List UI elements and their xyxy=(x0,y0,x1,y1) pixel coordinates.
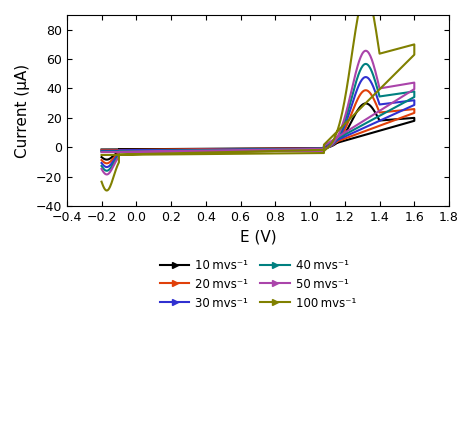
10 mvs⁻¹ xyxy=(229,146,235,151)
40 mvs⁻¹ xyxy=(223,148,228,153)
Line: 20 mvs⁻¹: 20 mvs⁻¹ xyxy=(101,90,414,163)
100 mvs⁻¹ xyxy=(391,73,396,78)
50 mvs⁻¹ xyxy=(99,149,104,154)
30 mvs⁻¹ xyxy=(223,148,228,153)
30 mvs⁻¹ xyxy=(391,112,396,117)
40 mvs⁻¹ xyxy=(229,147,235,152)
Line: 10 mvs⁻¹: 10 mvs⁻¹ xyxy=(101,103,414,160)
20 mvs⁻¹ xyxy=(99,157,104,162)
20 mvs⁻¹ xyxy=(321,147,327,152)
50 mvs⁻¹ xyxy=(363,48,368,53)
20 mvs⁻¹ xyxy=(223,147,228,152)
40 mvs⁻¹ xyxy=(99,163,104,168)
Line: 40 mvs⁻¹: 40 mvs⁻¹ xyxy=(101,64,414,171)
10 mvs⁻¹ xyxy=(116,149,121,154)
30 mvs⁻¹ xyxy=(104,165,109,170)
Line: 30 mvs⁻¹: 30 mvs⁻¹ xyxy=(101,77,414,167)
40 mvs⁻¹ xyxy=(363,61,368,66)
20 mvs⁻¹ xyxy=(113,153,119,158)
100 mvs⁻¹ xyxy=(321,151,327,156)
30 mvs⁻¹ xyxy=(116,152,121,157)
50 mvs⁻¹ xyxy=(229,148,235,153)
30 mvs⁻¹ xyxy=(363,75,368,80)
10 mvs⁻¹ xyxy=(321,146,327,151)
20 mvs⁻¹ xyxy=(229,146,235,151)
10 mvs⁻¹ xyxy=(391,124,396,129)
50 mvs⁻¹ xyxy=(321,149,327,154)
30 mvs⁻¹ xyxy=(113,155,119,160)
50 mvs⁻¹ xyxy=(113,159,119,164)
20 mvs⁻¹ xyxy=(104,161,109,166)
20 mvs⁻¹ xyxy=(116,151,121,156)
100 mvs⁻¹ xyxy=(104,188,109,193)
40 mvs⁻¹ xyxy=(99,149,104,154)
40 mvs⁻¹ xyxy=(113,157,119,162)
100 mvs⁻¹ xyxy=(229,149,235,154)
Legend: 10 mvs⁻¹, 20 mvs⁻¹, 30 mvs⁻¹, 40 mvs⁻¹, 50 mvs⁻¹, 100 mvs⁻¹: 10 mvs⁻¹, 20 mvs⁻¹, 30 mvs⁻¹, 40 mvs⁻¹, … xyxy=(155,254,361,314)
100 mvs⁻¹ xyxy=(99,179,104,184)
10 mvs⁻¹ xyxy=(113,151,119,156)
30 mvs⁻¹ xyxy=(99,160,104,165)
30 mvs⁻¹ xyxy=(99,148,104,153)
10 mvs⁻¹ xyxy=(363,101,368,106)
Line: 100 mvs⁻¹: 100 mvs⁻¹ xyxy=(101,0,414,190)
50 mvs⁻¹ xyxy=(116,154,121,160)
50 mvs⁻¹ xyxy=(223,149,228,154)
50 mvs⁻¹ xyxy=(104,172,109,177)
20 mvs⁻¹ xyxy=(99,148,104,153)
40 mvs⁻¹ xyxy=(104,168,109,173)
Y-axis label: Current (μA): Current (μA) xyxy=(15,63,30,157)
10 mvs⁻¹ xyxy=(99,147,104,152)
Line: 50 mvs⁻¹: 50 mvs⁻¹ xyxy=(101,51,414,174)
40 mvs⁻¹ xyxy=(116,153,121,158)
20 mvs⁻¹ xyxy=(363,88,368,93)
100 mvs⁻¹ xyxy=(99,152,104,157)
30 mvs⁻¹ xyxy=(229,147,235,152)
100 mvs⁻¹ xyxy=(223,151,228,157)
40 mvs⁻¹ xyxy=(321,148,327,153)
X-axis label: E (V): E (V) xyxy=(240,230,276,244)
50 mvs⁻¹ xyxy=(99,166,104,171)
10 mvs⁻¹ xyxy=(104,157,109,162)
40 mvs⁻¹ xyxy=(391,106,396,111)
100 mvs⁻¹ xyxy=(116,160,121,165)
10 mvs⁻¹ xyxy=(99,154,104,160)
100 mvs⁻¹ xyxy=(113,167,119,172)
10 mvs⁻¹ xyxy=(223,146,228,151)
30 mvs⁻¹ xyxy=(321,147,327,152)
20 mvs⁻¹ xyxy=(391,118,396,123)
50 mvs⁻¹ xyxy=(391,100,396,105)
